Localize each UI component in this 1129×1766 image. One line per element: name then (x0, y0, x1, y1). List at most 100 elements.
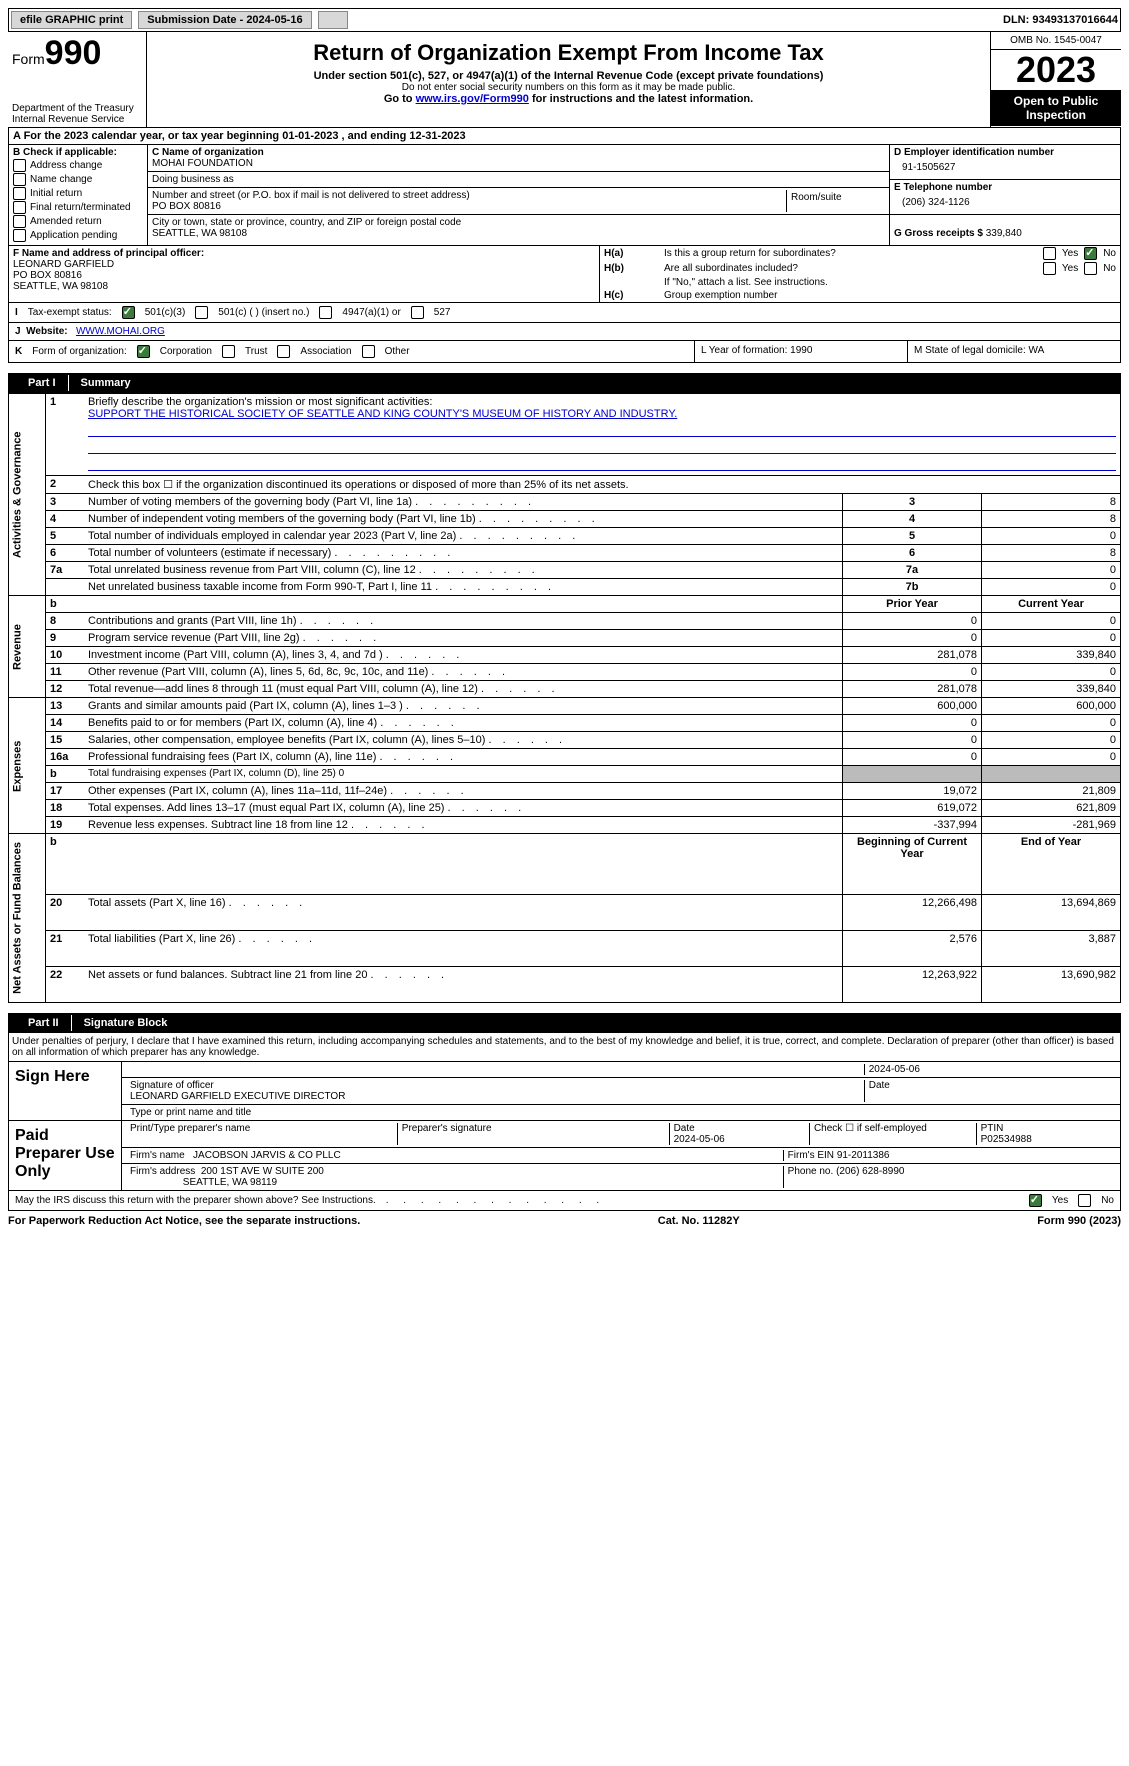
form-subtitle: Under section 501(c), 527, or 4947(a)(1)… (151, 70, 986, 82)
org-city: SEATTLE, WA 98108 (152, 228, 885, 239)
current-val: 0 (982, 732, 1121, 749)
line-val: 8 (982, 545, 1121, 562)
prior-val: -337,994 (843, 817, 982, 834)
discuss-yes-checkbox[interactable] (1029, 1194, 1042, 1207)
colb-checkbox[interactable] (13, 229, 26, 242)
corp-checkbox[interactable] (137, 345, 150, 358)
grey-cell (843, 766, 982, 783)
other-checkbox[interactable] (362, 345, 375, 358)
prior-val: 619,072 (843, 800, 982, 817)
current-val: 13,690,982 (982, 966, 1121, 1002)
line-num: 13 (46, 698, 85, 715)
section-fh: F Name and address of principal officer:… (8, 246, 1121, 303)
firm-addr-label: Firm's address (130, 1166, 195, 1177)
colb-checkbox[interactable] (13, 215, 26, 228)
section-label: Activities & Governance (9, 394, 46, 596)
assoc-checkbox[interactable] (277, 345, 290, 358)
ha-yes-checkbox[interactable] (1043, 247, 1056, 260)
501c-checkbox[interactable] (195, 306, 208, 319)
officer-label: F Name and address of principal officer: (13, 248, 595, 259)
line-num: 12 (46, 681, 85, 698)
ein-label: D Employer identification number (894, 147, 1116, 158)
line-desc: Other revenue (Part VIII, column (A), li… (84, 664, 843, 681)
form-title: Return of Organization Exempt From Incom… (151, 40, 986, 66)
prior-val: 0 (843, 664, 982, 681)
ha-yes-label: Yes (1062, 248, 1078, 259)
submission-date-button[interactable]: Submission Date - 2024-05-16 (138, 11, 311, 29)
website-link[interactable]: WWW.MOHAI.ORG (76, 326, 165, 337)
year-formation: L Year of formation: 1990 (694, 341, 907, 362)
ein-value: 91-1505627 (894, 158, 1116, 177)
penalties-text: Under penalties of perjury, I declare th… (8, 1033, 1121, 1062)
firm-phone: (206) 628-8990 (836, 1166, 904, 1177)
line-desc: Total number of volunteers (estimate if … (84, 545, 843, 562)
line-num: 6 (46, 545, 85, 562)
mission-text: SUPPORT THE HISTORICAL SOCIETY OF SEATTL… (88, 408, 677, 420)
colb-checkbox[interactable] (13, 201, 26, 214)
hb-yes-label: Yes (1062, 263, 1078, 274)
part1-title: Summary (81, 377, 131, 389)
efile-button[interactable]: efile GRAPHIC print (11, 11, 132, 29)
line-box: 7a (843, 562, 982, 579)
4947-checkbox[interactable] (319, 306, 332, 319)
line-num: 3 (46, 494, 85, 511)
line-box: 4 (843, 511, 982, 528)
omb-number: OMB No. 1545-0047 (991, 32, 1121, 50)
trust-checkbox[interactable] (222, 345, 235, 358)
opt-other: Other (385, 346, 410, 357)
firm-name: JACOBSON JARVIS & CO PLLC (193, 1150, 341, 1161)
opt-corp: Corporation (160, 346, 212, 357)
discuss-no-checkbox[interactable] (1078, 1194, 1091, 1207)
section-label: Revenue (9, 596, 46, 698)
line-desc: Contributions and grants (Part VIII, lin… (84, 613, 843, 630)
colb-label: Application pending (30, 230, 117, 241)
type-name-label: Type or print name and title (126, 1107, 1116, 1118)
527-checkbox[interactable] (411, 306, 424, 319)
form-header: Form990 Department of the Treasury Inter… (8, 32, 1121, 128)
line-num: 9 (46, 630, 85, 647)
tax-year-end: 12-31-2023 (409, 130, 465, 142)
form-number: 990 (45, 34, 102, 72)
tax-year-begin: 01-01-2023 (282, 130, 338, 142)
gross-value: 339,840 (986, 228, 1022, 239)
current-val: 339,840 (982, 647, 1121, 664)
col-d-ein: D Employer identification number 91-1505… (889, 145, 1120, 245)
current-val: 3,887 (982, 931, 1121, 967)
col-prior: Prior Year (843, 596, 982, 613)
line-desc: Investment income (Part VIII, column (A)… (84, 647, 843, 664)
prior-val: 2,576 (843, 931, 982, 967)
colb-checkbox[interactable] (13, 159, 26, 172)
footer-form-pre: Form (1037, 1215, 1068, 1227)
irs-link[interactable]: www.irs.gov/Form990 (416, 93, 529, 105)
prep-sig-label: Preparer's signature (398, 1123, 670, 1145)
hb-no-checkbox[interactable] (1084, 262, 1097, 275)
hb-question: Are all subordinates included? (664, 263, 1043, 274)
prior-val: 0 (843, 613, 982, 630)
line-desc: Total number of individuals employed in … (84, 528, 843, 545)
colb-checkbox[interactable] (13, 173, 26, 186)
goto-pre: Go to (384, 93, 416, 105)
gross-label: G Gross receipts $ (894, 228, 986, 239)
room-label: Room/suite (787, 190, 885, 212)
ha-no-checkbox[interactable] (1084, 247, 1097, 260)
colb-checkbox[interactable] (13, 187, 26, 200)
ptin-label: PTIN (981, 1123, 1004, 1134)
dln-label: DLN: 93493137016644 (1003, 14, 1118, 26)
prior-val: 19,072 (843, 783, 982, 800)
prior-val: 600,000 (843, 698, 982, 715)
prior-val: 0 (843, 749, 982, 766)
opt-trust: Trust (245, 346, 267, 357)
blank-button[interactable] (318, 11, 348, 29)
line-desc: Program service revenue (Part VIII, line… (84, 630, 843, 647)
colb-label: Amended return (30, 216, 102, 227)
firm-ein-label: Firm's EIN (788, 1150, 834, 1161)
hb-no-label: No (1103, 263, 1116, 274)
501c3-checkbox[interactable] (122, 306, 135, 319)
line-num: 18 (46, 800, 85, 817)
line-num: 17 (46, 783, 85, 800)
footer-left: For Paperwork Reduction Act Notice, see … (8, 1215, 360, 1227)
k-label: K (15, 346, 22, 357)
hb-yes-checkbox[interactable] (1043, 262, 1056, 275)
sig-date-label: Date (865, 1080, 1116, 1102)
line-box: 3 (843, 494, 982, 511)
